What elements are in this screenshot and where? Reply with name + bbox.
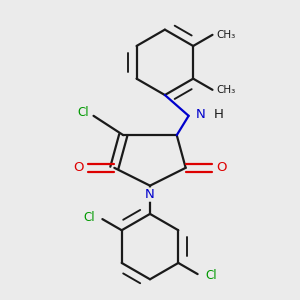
Text: Cl: Cl xyxy=(77,106,89,119)
Text: CH₃: CH₃ xyxy=(216,30,236,40)
Text: O: O xyxy=(74,161,84,174)
Text: N: N xyxy=(145,188,155,201)
Text: Cl: Cl xyxy=(205,269,217,282)
Text: H: H xyxy=(213,108,223,121)
Text: Cl: Cl xyxy=(83,211,95,224)
Text: O: O xyxy=(216,161,226,174)
Text: CH₃: CH₃ xyxy=(216,85,236,95)
Text: N: N xyxy=(196,108,206,121)
